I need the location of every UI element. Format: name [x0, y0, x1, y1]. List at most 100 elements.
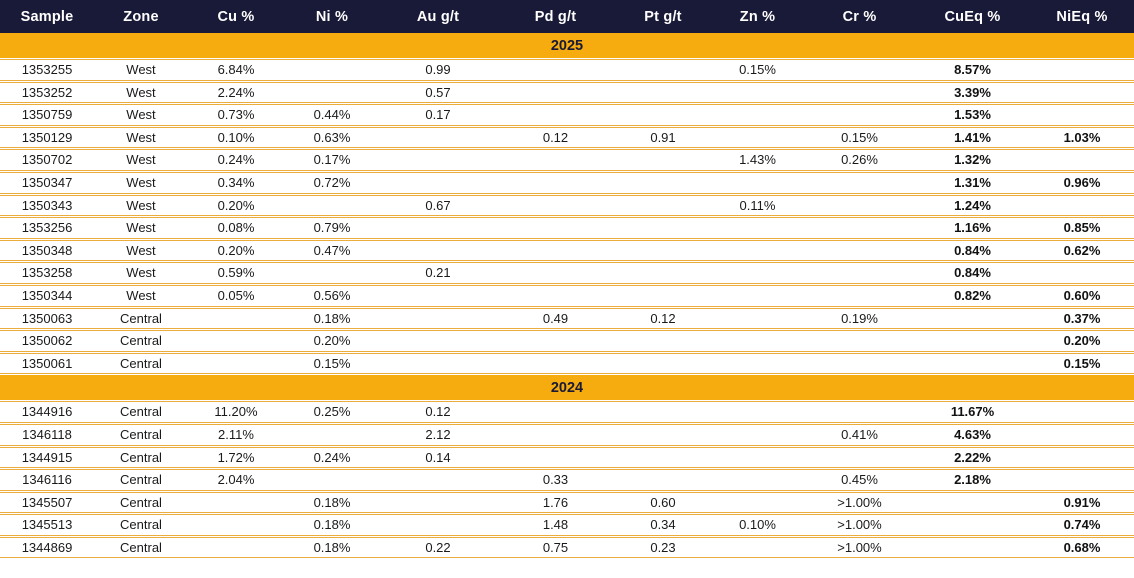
cell-zone: Central	[120, 404, 162, 420]
cell-cueq: 11.67%	[950, 404, 995, 420]
cell-nieq: 0.20%	[1063, 333, 1101, 349]
column-header-cu: Cu %	[217, 8, 255, 25]
cell-ni: 0.17%	[313, 152, 351, 168]
cell-zone: Central	[120, 310, 162, 326]
cell-ni: 0.44%	[313, 107, 351, 123]
column-header-ni: Ni %	[315, 8, 349, 25]
cell-pd: 1.48	[542, 517, 569, 533]
table-row: 1344916 Central 11.20% 0.25% 0.12 11.67%	[0, 401, 1134, 423]
table-row: 1350062 Central 0.20% 0.20%	[0, 330, 1134, 352]
cell-zone: Central	[120, 333, 162, 349]
cell-cu: 0.20%	[217, 197, 255, 213]
table-row: 1350343 West 0.20% 0.67 0.11% 1.24%	[0, 194, 1134, 217]
table-row: 1344915 Central 1.72% 0.24% 0.14 2.22%	[0, 446, 1134, 469]
cell-nieq: 1.03%	[1063, 129, 1101, 145]
cell-sample: 1350343	[21, 197, 73, 213]
cell-cr: >1.00%	[837, 539, 882, 555]
cell-sample: 1353255	[21, 62, 73, 77]
cell-pt: 0.23	[650, 539, 676, 555]
cell-ni: 0.47%	[313, 242, 351, 258]
cell-cueq: 1.53%	[954, 107, 991, 123]
cell-au: 2.12	[425, 426, 451, 442]
cell-cr: 0.19%	[841, 310, 878, 326]
cell-ni: 0.20%	[313, 333, 351, 349]
cell-au: 0.67	[425, 197, 451, 213]
column-header-sample: Sample	[20, 8, 74, 25]
cell-pd: 0.12	[542, 129, 569, 145]
cell-sample: 1344869	[21, 539, 73, 555]
table-row: 1350061 Central 0.15% 0.15%	[0, 352, 1134, 375]
cell-sample: 1350347	[21, 174, 73, 190]
cell-sample: 1350062	[21, 333, 73, 349]
cell-nieq: 0.37%	[1063, 310, 1101, 326]
column-header-zn: Zn %	[739, 8, 776, 25]
cell-nieq: 0.74%	[1063, 517, 1101, 533]
cell-cr: 0.15%	[841, 129, 878, 145]
table-row: 1346118 Central 2.11% 2.12 0.41% 4.63%	[0, 423, 1134, 446]
cell-cueq: 8.57%	[954, 62, 991, 77]
cell-pd: 0.33	[542, 472, 569, 488]
table-row: 1350344 West 0.05% 0.56% 0.82% 0.60%	[0, 284, 1134, 307]
cell-nieq: 0.15%	[1063, 355, 1101, 371]
cell-zone: West	[126, 197, 156, 213]
cell-au: 0.57	[425, 84, 451, 100]
cell-cu: 0.10%	[217, 129, 255, 145]
cell-nieq: 0.85%	[1063, 220, 1101, 236]
cell-cueq: 0.84%	[954, 242, 991, 258]
section-header-row: 2024	[0, 375, 1134, 401]
table-row: 1350759 West 0.73% 0.44% 0.17 1.53%	[0, 104, 1134, 126]
table-row: 1345513 Central 0.18% 1.48 0.34 0.10% >1.00% 0.…	[0, 514, 1134, 536]
table-row: 1345507 Central 0.18% 1.76 0.60 >1.00% 0.91%	[0, 491, 1134, 514]
cell-cueq: 1.31%	[954, 174, 991, 190]
cell-zone: West	[126, 287, 156, 303]
table-row: 1353258 West 0.59% 0.21 0.84%	[0, 262, 1134, 284]
cell-sample: 1344915	[21, 449, 73, 465]
cell-cu: 6.84%	[217, 62, 255, 77]
cell-cu: 0.20%	[217, 242, 255, 258]
cell-sample: 1344916	[21, 404, 73, 420]
table-row: 1350129 West 0.10% 0.63% 0.12 0.91 0.15% 1.41% 1…	[0, 126, 1134, 149]
cell-ni: 0.72%	[313, 174, 351, 190]
section-year-label: 2025	[550, 37, 584, 54]
cell-cr: 0.45%	[841, 472, 878, 488]
cell-cueq: 0.82%	[954, 287, 991, 303]
cell-ni: 0.24%	[313, 449, 351, 465]
cell-sample: 1350759	[21, 107, 73, 123]
table-row: 1350702 West 0.24% 0.17% 1.43% 0.26% 1.32%	[0, 149, 1134, 171]
cell-cueq: 1.16%	[954, 220, 991, 236]
cell-cueq: 1.24%	[954, 197, 991, 213]
cell-pd: 0.75	[542, 539, 569, 555]
cell-zone: West	[126, 107, 156, 123]
cell-zone: Central	[120, 355, 162, 371]
cell-sample: 1350702	[21, 152, 73, 168]
cell-pd: 0.49	[542, 310, 569, 326]
cell-zone: Central	[120, 426, 162, 442]
cell-pt: 0.60	[650, 494, 676, 510]
cell-cr: >1.00%	[837, 494, 882, 510]
cell-zn: 1.43%	[739, 152, 776, 168]
cell-zone: West	[126, 152, 156, 168]
cell-pt: 0.91	[650, 129, 676, 145]
cell-zone: West	[126, 84, 156, 100]
table-row: 1353256 West 0.08% 0.79% 1.16% 0.85%	[0, 217, 1134, 239]
table-row: 1350063 Central 0.18% 0.49 0.12 0.19% 0.37%	[0, 307, 1134, 330]
cell-zn: 0.10%	[739, 517, 776, 533]
cell-cueq: 2.18%	[954, 472, 991, 488]
cell-cueq: 1.32%	[954, 152, 991, 168]
cell-sample: 1345513	[21, 517, 73, 533]
cell-zone: West	[126, 265, 156, 281]
table-row: 1350347 West 0.34% 0.72% 1.31% 0.96%	[0, 171, 1134, 194]
cell-cu: 0.08%	[217, 220, 255, 236]
cell-zone: Central	[120, 472, 162, 488]
cell-ni: 0.15%	[313, 355, 351, 371]
cell-sample: 1350344	[21, 287, 73, 303]
cell-ni: 0.18%	[313, 494, 351, 510]
cell-cu: 2.11%	[218, 426, 254, 442]
cell-nieq: 0.91%	[1063, 494, 1101, 510]
section-header-row: 2025	[0, 33, 1134, 58]
table-row: 1350348 West 0.20% 0.47% 0.84% 0.62%	[0, 239, 1134, 262]
cell-ni: 0.18%	[313, 539, 351, 555]
cell-zone: West	[126, 62, 156, 77]
cell-ni: 0.79%	[313, 220, 351, 236]
cell-zone: Central	[120, 449, 162, 465]
